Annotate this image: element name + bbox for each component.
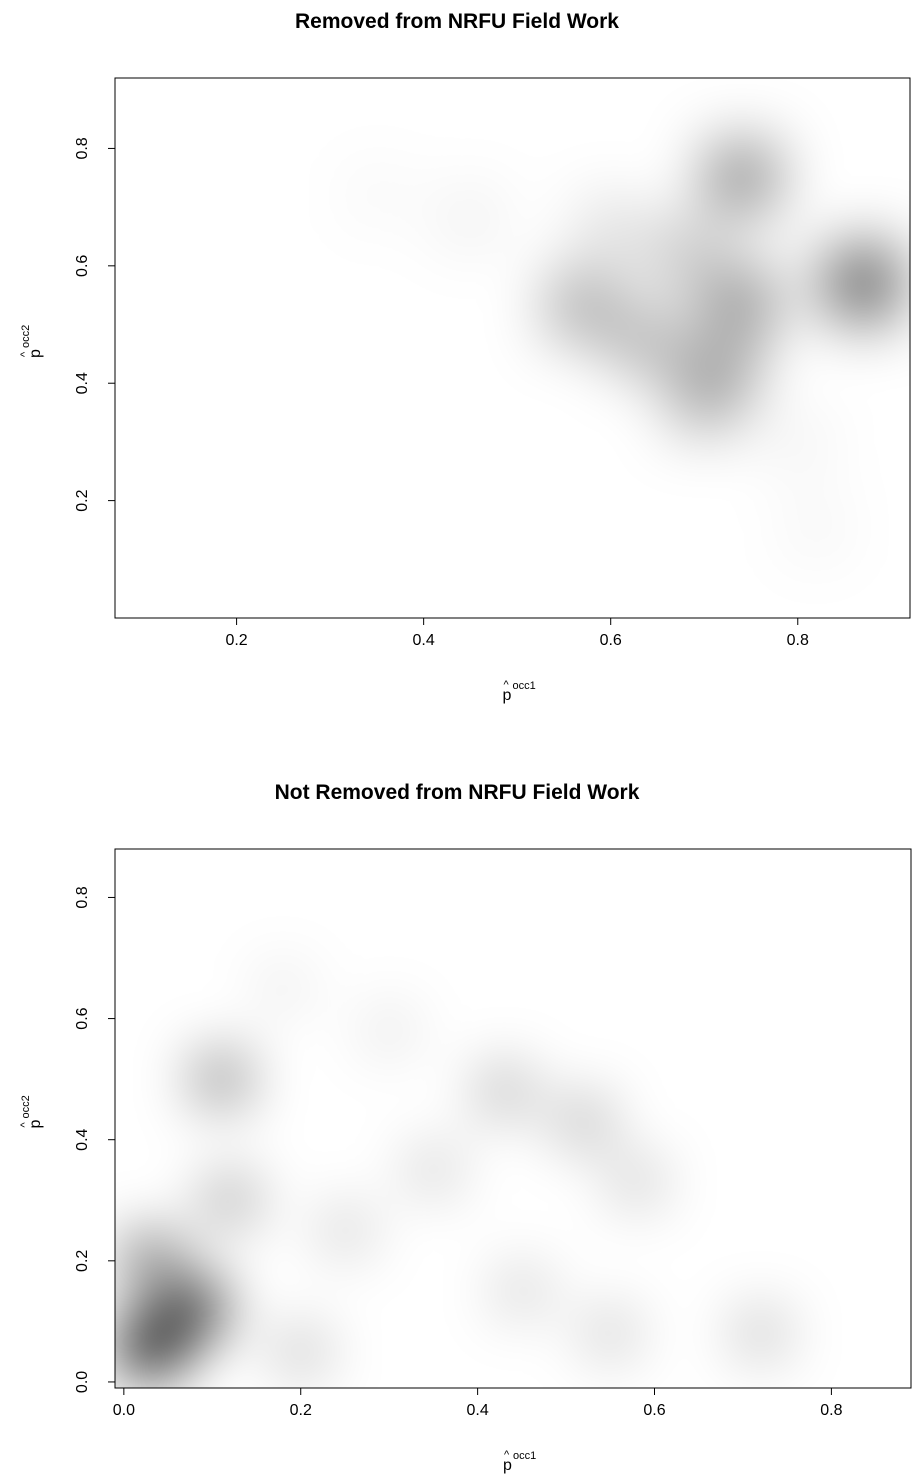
x-tick-label: 0.2 xyxy=(290,1402,312,1419)
y-axis-label-hat: ^ xyxy=(19,351,31,357)
x-tick-label: 0.4 xyxy=(466,1402,488,1419)
density-peak xyxy=(621,315,676,370)
density-peak xyxy=(695,338,750,393)
chart-panel-removed: Removed from NRFU Field Work 0.2 0.4 0.6 0.… xyxy=(19,10,911,704)
density-peak xyxy=(204,1174,256,1226)
density-peak xyxy=(447,195,494,243)
density-peak xyxy=(712,148,771,207)
y-tick-label: 0.2 xyxy=(74,489,91,511)
y-tick-label: 0.4 xyxy=(74,1128,91,1150)
x-axis-label: p xyxy=(503,687,512,704)
y-tick-label: 0.8 xyxy=(74,886,91,908)
density-peak xyxy=(774,418,821,465)
x-tick-label: 0.2 xyxy=(225,632,247,649)
plot-frame xyxy=(114,77,911,619)
x-axis-label-hat: ^ xyxy=(504,1449,510,1461)
x-tick-label: 0.8 xyxy=(820,1402,842,1419)
y-axis-label-sup: occ2 xyxy=(20,325,32,348)
x-axis-label-hat: ^ xyxy=(504,679,510,691)
density-peak xyxy=(122,1233,178,1289)
chart-panel-not-removed: Not Removed from NRFU Field Work 0.0 0.2 0… xyxy=(0,738,914,1475)
plot-area xyxy=(115,78,910,618)
chart-title: Not Removed from NRFU Field Work xyxy=(274,781,640,804)
density-peak xyxy=(479,1066,530,1117)
density-peak xyxy=(831,251,896,316)
x-tick-label: 0.4 xyxy=(413,632,435,649)
y-axis-label: p^ occ2 xyxy=(19,325,44,358)
x-tick-label: 0.6 xyxy=(600,632,622,649)
x-axis-label-sup: occ1 xyxy=(513,1450,536,1462)
heatmap-plot-not-removed: 0.0 0.2 0.4 0.6 0.80.00.20.40.60.8p^ occ1p^oc… xyxy=(19,848,912,1474)
x-tick-label: 0.8 xyxy=(787,632,809,649)
density-peak xyxy=(409,1145,458,1194)
density-peak xyxy=(555,279,611,335)
y-tick-label: 0.0 xyxy=(74,1371,91,1393)
density-peak xyxy=(165,1279,225,1339)
y-tick-label: 0.6 xyxy=(74,255,91,277)
density-peak xyxy=(612,1157,662,1207)
plot-frame xyxy=(114,848,912,1389)
density-peak xyxy=(497,1267,546,1316)
chart-title: Removed from NRFU Field Work xyxy=(295,10,619,33)
density-peak xyxy=(276,1327,326,1377)
x-axis-label-sup: occ1 xyxy=(513,680,536,692)
density-peak xyxy=(736,1308,786,1358)
density-peak xyxy=(260,965,307,1012)
density-peak xyxy=(118,1313,183,1378)
y-axis-label-base: p xyxy=(27,1120,44,1129)
y-tick-label: 0.2 xyxy=(74,1250,91,1272)
x-axis-label: p xyxy=(503,1457,512,1474)
density-peak xyxy=(586,1309,635,1358)
y-tick-label: 0.4 xyxy=(74,372,91,394)
y-tick-label: 0.8 xyxy=(74,137,91,159)
x-tick-label: 0.6 xyxy=(643,1402,665,1419)
density-peak xyxy=(659,228,712,281)
x-tick-label: 0.0 xyxy=(113,1402,135,1419)
density-peak xyxy=(365,1007,413,1054)
y-axis-label: p^ occ2 xyxy=(19,1095,44,1128)
density-peak xyxy=(558,1096,609,1147)
density-peak xyxy=(713,272,771,330)
density-peak xyxy=(586,206,636,256)
y-tick-label: 0.6 xyxy=(74,1007,91,1029)
density-peak xyxy=(793,507,840,553)
y-axis-label-sup: occ2 xyxy=(20,1095,32,1118)
y-axis-label-base: p xyxy=(27,349,44,358)
y-axis-label-hat: ^ xyxy=(19,1122,31,1128)
density-peak xyxy=(320,1206,369,1255)
density-peak xyxy=(354,172,400,218)
density-peak xyxy=(194,1052,248,1106)
